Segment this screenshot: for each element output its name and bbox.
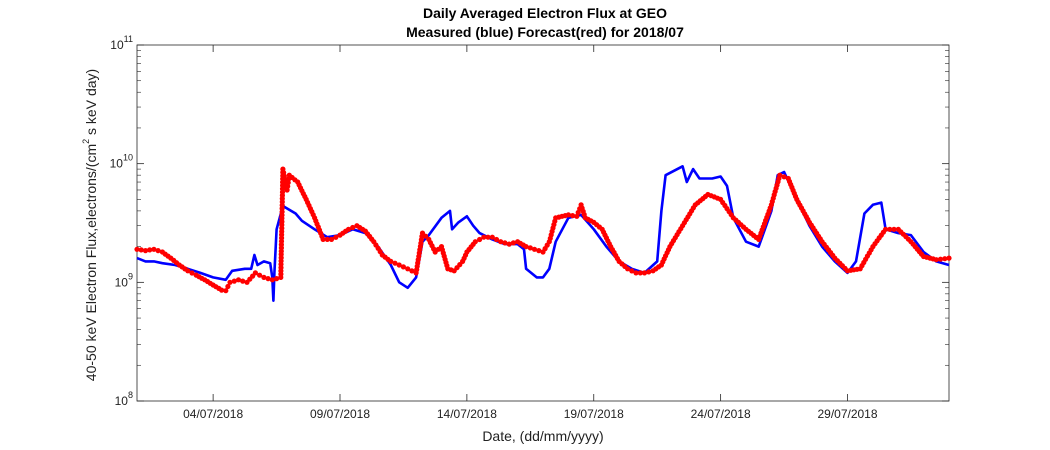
forecast-series xyxy=(134,166,952,294)
forecast-point xyxy=(625,266,631,272)
forecast-point xyxy=(320,236,326,242)
forecast-point xyxy=(225,283,231,290)
forecast-point xyxy=(328,236,335,242)
forecast-point xyxy=(392,260,398,266)
forecast-point xyxy=(345,226,352,232)
forecast-point xyxy=(388,258,394,264)
forecast-point xyxy=(942,256,948,262)
plot-area xyxy=(136,44,950,402)
forecast-point xyxy=(155,248,161,254)
forecast-point xyxy=(506,241,512,247)
forecast-point xyxy=(147,247,153,253)
forecast-point xyxy=(493,236,500,243)
forecast-point xyxy=(570,213,576,219)
forecast-point xyxy=(481,234,487,240)
forecast-point xyxy=(227,279,233,285)
forecast-point xyxy=(781,174,787,180)
x-tick-label: 04/07/2018 xyxy=(183,407,243,421)
forecast-point xyxy=(937,256,944,262)
forecast-point xyxy=(477,236,483,243)
forecast-point xyxy=(527,245,533,251)
forecast-point xyxy=(485,234,491,240)
forecast-point xyxy=(891,226,897,232)
forecast-point xyxy=(261,274,267,280)
forecast-point xyxy=(498,239,504,245)
forecast-point xyxy=(142,248,149,254)
forecast-point xyxy=(333,234,339,240)
forecast-point xyxy=(252,270,258,276)
forecast-point xyxy=(405,266,411,272)
y-tick-label: 1010 xyxy=(110,153,133,171)
y-axis-label-main: 40-50 keV Electron Flux,electrons/(cm xyxy=(83,144,99,381)
forecast-point xyxy=(219,287,225,293)
chart-subtitle: Measured (blue) Forecast(red) for 2018/0… xyxy=(406,24,684,40)
forecast-point xyxy=(472,239,478,245)
forecast-point xyxy=(629,268,635,274)
forecast-point xyxy=(536,248,542,254)
forecast-point xyxy=(257,272,263,278)
forecast-point xyxy=(134,246,140,252)
y-axis-label-tail: s keV day) xyxy=(83,69,99,139)
forecast-point xyxy=(933,257,939,263)
forecast-point xyxy=(265,276,271,282)
y-tick-label: 108 xyxy=(115,390,133,408)
forecast-point xyxy=(240,278,246,284)
forecast-point xyxy=(324,236,330,242)
forecast-point xyxy=(489,234,495,240)
forecast-point xyxy=(151,246,157,252)
x-tick-label: 14/07/2018 xyxy=(437,407,497,421)
x-axis-label: Date, (dd/mm/yyyy) xyxy=(482,428,603,444)
x-tick-label: 19/07/2018 xyxy=(564,407,624,421)
y-tick-label: 1011 xyxy=(110,34,133,52)
forecast-point xyxy=(637,270,643,276)
chart-title: Daily Averaged Electron Flux at GEO xyxy=(423,5,667,21)
y-tick-label: 109 xyxy=(115,271,133,289)
forecast-point xyxy=(396,262,402,268)
series-layer xyxy=(134,165,952,302)
forecast-point xyxy=(633,270,639,276)
y-axis-label: 40-50 keV Electron Flux,electrons/(cm2 s… xyxy=(81,69,99,381)
forecast-point xyxy=(423,233,429,239)
forecast-point xyxy=(777,172,783,178)
forecast-point xyxy=(641,270,648,276)
plot-frame xyxy=(136,44,950,402)
forecast-point xyxy=(235,277,242,283)
x-tick-label: 29/07/2018 xyxy=(817,407,877,421)
forecast-point xyxy=(185,268,191,274)
forecast-point xyxy=(223,288,229,294)
x-tick-label: 24/07/2018 xyxy=(691,407,751,421)
forecast-point xyxy=(946,255,952,261)
forecast-point xyxy=(531,246,538,252)
forecast-point xyxy=(565,212,572,218)
forecast-point xyxy=(409,268,415,274)
forecast-point xyxy=(887,226,893,232)
forecast-point xyxy=(883,226,889,232)
forecast-point xyxy=(502,240,508,246)
forecast-point xyxy=(510,240,516,246)
forecast-point xyxy=(231,278,237,284)
forecast-point xyxy=(646,269,652,275)
forecast-point xyxy=(189,270,195,276)
y-axis-label-exp: 2 xyxy=(81,139,91,144)
forecast-point xyxy=(269,277,275,283)
forecast-point xyxy=(350,224,356,231)
forecast-point xyxy=(400,264,406,270)
forecast-point xyxy=(274,276,280,282)
forecast-point xyxy=(523,244,529,250)
forecast-point xyxy=(138,247,144,253)
axes: 108 109 1010 1011 04/07/2018 09/07/2018 14/07/… xyxy=(110,34,949,421)
x-tick-label: 09/07/2018 xyxy=(310,407,370,421)
